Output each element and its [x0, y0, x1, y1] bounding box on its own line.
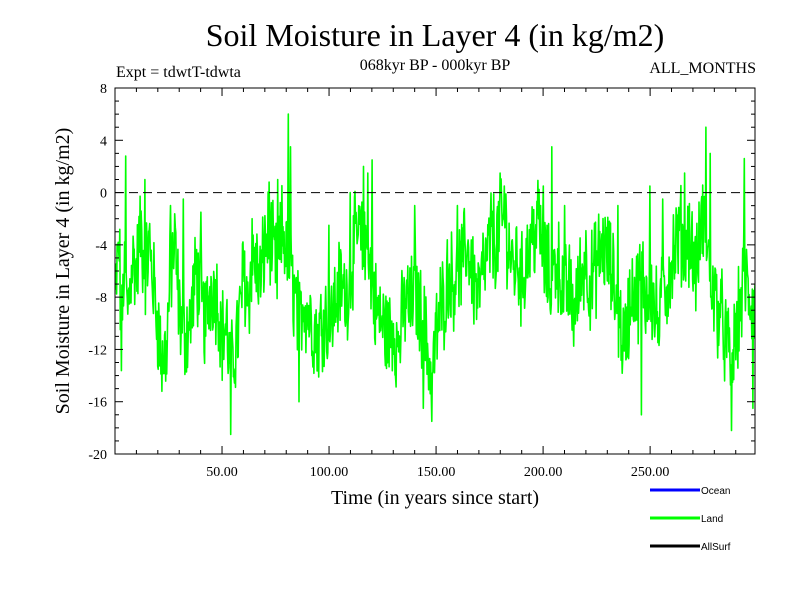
x-tick-label: 150.00 — [417, 465, 456, 480]
legend: Ocean Land AllSurf — [650, 486, 731, 553]
experiment-label: Expt = tdwtT-tdwta — [116, 64, 241, 81]
y-tick-label: -20 — [88, 448, 107, 463]
legend-label-land: Land — [701, 514, 723, 525]
y-tick-label: 8 — [100, 82, 107, 97]
legend-label-allsurf: AllSurf — [701, 542, 731, 553]
y-tick-label: -12 — [88, 343, 107, 358]
x-tick-label: 250.00 — [631, 465, 670, 480]
chart-title: Soil Moisture in Layer 4 (in kg/m2) — [206, 17, 665, 53]
y-tick-label: -16 — [88, 396, 107, 411]
plot-area — [115, 113, 755, 436]
x-axis-label: Time (in years since start) — [331, 487, 539, 509]
y-axis-label: Soil Moisture in Layer 4 (in kg/m2) — [52, 128, 74, 415]
months-label: ALL_MONTHS — [649, 60, 756, 77]
x-tick-label: 200.00 — [524, 465, 563, 480]
axis-ticks: 8 4 0 -4 -8 -12 -16 -20 50.00 100.00 150.00 200.00 2… — [88, 82, 755, 480]
y-tick-label: -8 — [95, 291, 107, 306]
y-tick-label: 4 — [100, 134, 107, 149]
x-tick-label: 50.00 — [206, 465, 238, 480]
x-tick-label: 100.00 — [310, 465, 349, 480]
series-land-line — [115, 113, 755, 436]
legend-label-ocean: Ocean — [701, 486, 730, 497]
period-label: 068kyr BP - 000kyr BP — [360, 57, 511, 74]
series-layer — [115, 113, 755, 436]
y-tick-label: 0 — [100, 187, 107, 202]
y-tick-label: -4 — [95, 239, 107, 254]
